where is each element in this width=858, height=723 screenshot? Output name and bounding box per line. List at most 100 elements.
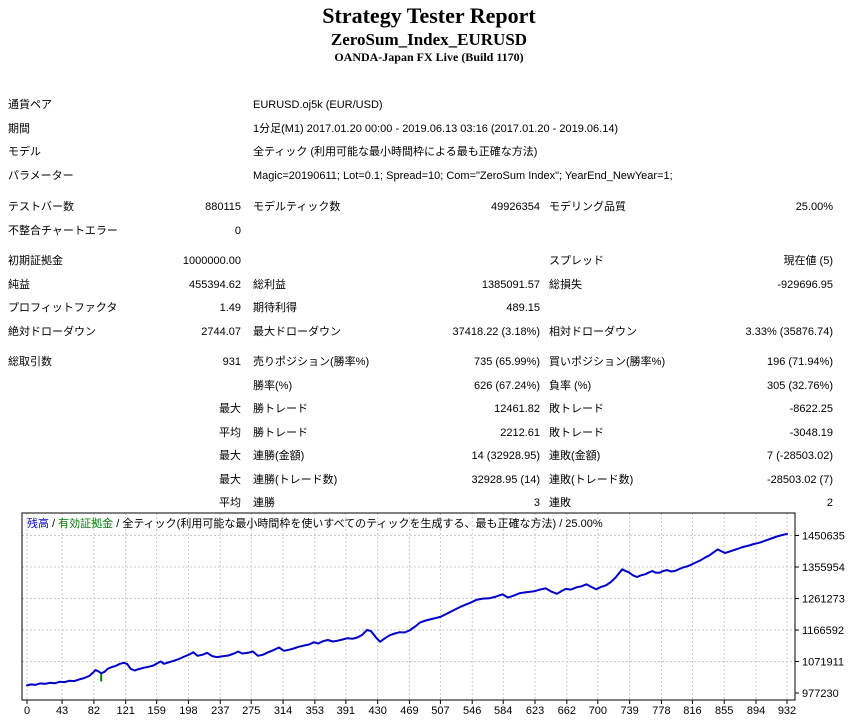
row-label: 敗トレード — [549, 403, 604, 416]
x-tick-label: 430 — [368, 705, 386, 717]
report-row: 初期証拠金 1000000.00 スプレッド 現在値 (5) — [8, 250, 833, 274]
report-row: 最大 勝トレード 12461.82 敗トレード -8622.25 — [8, 398, 833, 422]
x-tick-label: 469 — [400, 705, 418, 717]
row-value: 305 (32.76%) — [766, 379, 833, 392]
row-label: 総利益 — [253, 278, 286, 291]
row-value: 489.15 — [506, 302, 540, 315]
balance-line — [26, 532, 788, 687]
row-value: 14 (32928.95) — [471, 450, 541, 463]
row-label: 不整合チャートエラー — [8, 224, 118, 237]
x-tick-label: 739 — [620, 705, 638, 717]
row-label: モデルティック数 — [253, 201, 341, 214]
plot-background — [22, 513, 795, 700]
expert-name-title: ZeroSum_Index_EURUSD — [330, 30, 528, 49]
row-value: 196 (71.94%) — [766, 356, 833, 369]
x-tick-label: 700 — [589, 705, 607, 717]
row-label: 絶対ドローダウン — [8, 325, 96, 338]
row-label: モデル — [8, 146, 41, 159]
report-row: 平均 勝トレード 2212.61 敗トレード -3048.19 — [8, 422, 833, 446]
row-value: 現在値 (5) — [783, 255, 834, 268]
row-value: 49926354 — [491, 201, 540, 214]
page-title: Strategy Tester Report — [322, 3, 536, 28]
report-row: パラメーター Magic=20190611; Lot=0.1; Spread=10… — [8, 165, 833, 189]
row-value: -28503.02 (7) — [766, 473, 833, 486]
row-value: 25.00% — [795, 201, 833, 214]
row-value: 1000000.00 — [182, 255, 241, 268]
report-row: 総取引数 931 売りポジション(勝率%) 735 (65.99%) 買いポジション(勝… — [8, 351, 833, 375]
x-tick-label: 159 — [147, 705, 165, 717]
chart-legend: 残高 / 有効証拠金 / 全ティック(利用可能な最小時間枠を使いすべてのティック… — [27, 516, 603, 530]
row-value: 2744.07 — [201, 325, 241, 338]
x-tick-label: 314 — [274, 705, 292, 717]
x-tick-label: 816 — [683, 705, 701, 717]
broker-build-label: OANDA-Japan FX Live (Build 1170) — [334, 50, 524, 64]
row-label: パラメーター — [8, 169, 74, 182]
row-value: 37418.22 (3.18%) — [452, 325, 540, 338]
y-tick-label: 1166592 — [802, 625, 844, 637]
row-label: 連敗(トレード数) — [549, 473, 634, 486]
y-tick-label: 1355954 — [802, 562, 845, 574]
row-value: 3.33% (35876.74) — [745, 325, 833, 338]
row-value: 12461.82 — [494, 403, 540, 416]
x-tick-label: 82 — [88, 705, 100, 717]
row-label: 負率 (%) — [549, 379, 592, 392]
x-tick-label: 546 — [463, 705, 481, 717]
row-label: スプレッド — [549, 255, 604, 268]
row-label: 純益 — [8, 278, 30, 291]
x-tick-label: 391 — [337, 705, 355, 717]
row-label: 連敗 — [549, 497, 571, 510]
x-tick-label: 0 — [24, 705, 30, 717]
row-value: 880115 — [205, 201, 241, 214]
x-tick-label: 662 — [558, 705, 576, 717]
row-value: 0 — [234, 224, 241, 237]
row-value: -929696.95 — [777, 278, 833, 291]
row-label: 期待利得 — [253, 302, 297, 315]
row-value: 最大 — [219, 473, 241, 486]
row-value: 1385091.57 — [481, 278, 540, 291]
row-label: 売りポジション(勝率%) — [253, 356, 370, 369]
row-label: 敗トレード — [549, 426, 604, 439]
row-label: 連敗(金額) — [549, 450, 601, 463]
report-table: 通貨ペア EURUSD.oj5k (EUR/USD) 期間 1分足(M1) 2017.… — [8, 94, 833, 509]
row-label: 連勝(トレード数) — [253, 473, 338, 486]
row-value: 931 — [222, 356, 241, 369]
y-tick-label: 1071911 — [802, 657, 844, 669]
y-tick-label: 1450635 — [802, 531, 845, 543]
row-value-wide: EURUSD.oj5k (EUR/USD) — [253, 99, 383, 112]
row-label: 総取引数 — [8, 356, 52, 369]
report-row: 平均 連勝 3 連敗 2 — [8, 492, 833, 516]
plot-border — [21, 512, 796, 701]
row-value: 2212.61 — [500, 426, 540, 439]
row-value: 1.49 — [219, 302, 241, 315]
report-row: 期間 1分足(M1) 2017.01.20 00:00 - 2019.06.13 … — [8, 118, 833, 142]
x-tick-label: 778 — [652, 705, 670, 717]
x-tick-label: 43 — [56, 705, 68, 717]
x-tick-label: 198 — [179, 705, 197, 717]
x-tick-label: 121 — [116, 705, 134, 717]
x-tick-label: 932 — [778, 705, 796, 717]
report-row: 勝率(%) 626 (67.24%) 負率 (%) 305 (32.76%) — [8, 375, 833, 399]
x-tick-label: 584 — [494, 705, 512, 717]
row-label: モデリング品質 — [549, 201, 626, 214]
report-row: モデル 全ティック (利用可能な最小時間枠による最も正確な方法) — [8, 141, 833, 165]
row-label: 勝率(%) — [253, 379, 293, 392]
row-value-wide: 全ティック (利用可能な最小時間枠による最も正確な方法) — [253, 146, 538, 159]
row-label: プロフィットファクタ — [8, 302, 118, 315]
report-row: 不整合チャートエラー 0 — [8, 220, 833, 244]
row-label: 総損失 — [549, 278, 582, 291]
row-value: -3048.19 — [789, 426, 833, 439]
row-value: 平均 — [219, 426, 241, 439]
x-tick-label: 894 — [747, 705, 765, 717]
row-label: 期間 — [8, 122, 30, 135]
x-tick-label: 855 — [715, 705, 733, 717]
row-value: -8622.25 — [789, 403, 833, 416]
row-value: 平均 — [219, 497, 241, 510]
row-value-wide: 1分足(M1) 2017.01.20 00:00 - 2019.06.13 03… — [253, 122, 619, 135]
report-row: 最大 連勝(トレード数) 32928.95 (14) 連敗(トレード数) -28503.… — [8, 469, 833, 493]
x-tick-label: 275 — [242, 705, 260, 717]
report-row: 通貨ペア EURUSD.oj5k (EUR/USD) — [8, 94, 833, 118]
balance-chart: 0 43 82 121 159 198 237 275 314 353 391 430 469 507 54… — [0, 508, 858, 718]
row-value: 最大 — [219, 403, 241, 416]
row-value: 最大 — [219, 450, 241, 463]
row-label: 通貨ペア — [8, 99, 52, 112]
